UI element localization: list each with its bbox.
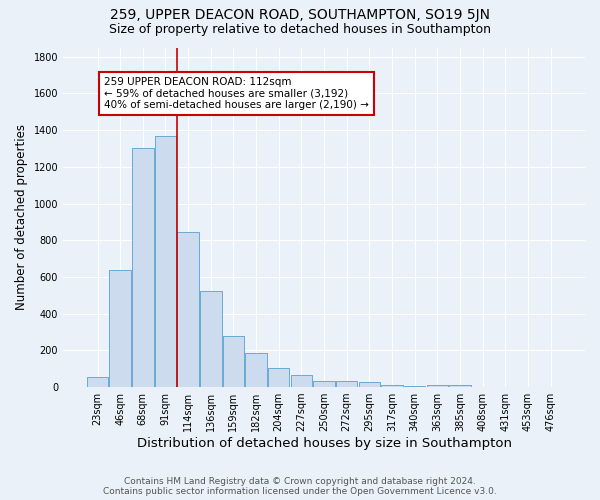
Bar	[155, 136, 176, 387]
Bar	[132, 148, 154, 387]
Bar	[223, 336, 244, 387]
Text: 259, UPPER DEACON ROAD, SOUTHAMPTON, SO19 5JN: 259, UPPER DEACON ROAD, SOUTHAMPTON, SO1…	[110, 8, 490, 22]
Bar	[87, 377, 108, 387]
Text: Size of property relative to detached houses in Southampton: Size of property relative to detached ho…	[109, 22, 491, 36]
Bar	[200, 290, 221, 387]
Bar	[404, 386, 425, 387]
Text: Contains HM Land Registry data © Crown copyright and database right 2024.
Contai: Contains HM Land Registry data © Crown c…	[103, 476, 497, 496]
X-axis label: Distribution of detached houses by size in Southampton: Distribution of detached houses by size …	[137, 437, 512, 450]
Bar	[245, 353, 267, 387]
Bar	[178, 232, 199, 387]
Bar	[359, 382, 380, 387]
Bar	[268, 368, 289, 387]
Bar	[290, 375, 312, 387]
Bar	[109, 270, 131, 387]
Bar	[381, 385, 403, 387]
Bar	[313, 380, 335, 387]
Text: 259 UPPER DEACON ROAD: 112sqm
← 59% of detached houses are smaller (3,192)
40% o: 259 UPPER DEACON ROAD: 112sqm ← 59% of d…	[104, 77, 369, 110]
Y-axis label: Number of detached properties: Number of detached properties	[15, 124, 28, 310]
Bar	[427, 385, 448, 387]
Bar	[449, 385, 470, 387]
Bar	[336, 380, 358, 387]
